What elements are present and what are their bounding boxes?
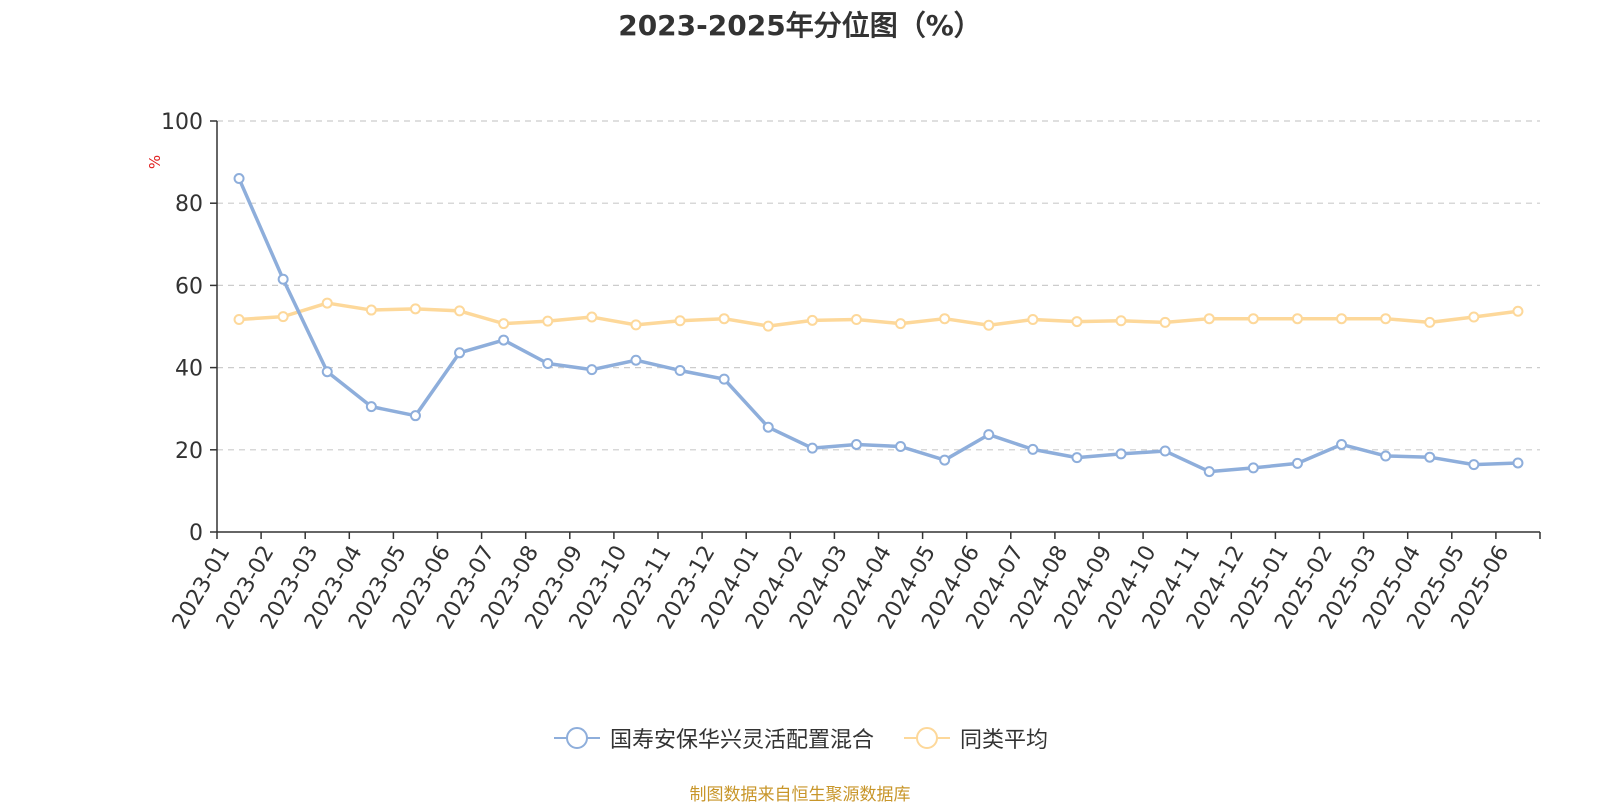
data-point[interactable] <box>762 320 774 332</box>
data-point[interactable] <box>1071 316 1083 328</box>
data-point[interactable] <box>1203 466 1215 478</box>
grid-lines <box>217 120 1540 451</box>
data-point[interactable] <box>586 311 598 323</box>
data-point[interactable] <box>542 357 554 369</box>
y-tick-label: 80 <box>175 192 203 217</box>
y-tick-label: 60 <box>175 274 203 299</box>
data-point[interactable] <box>586 364 598 376</box>
data-point[interactable] <box>806 314 818 326</box>
data-point[interactable] <box>850 438 862 450</box>
data-point[interactable] <box>630 354 642 366</box>
legend-fund-marker-icon <box>553 727 600 749</box>
data-point[interactable] <box>939 313 951 325</box>
data-point[interactable] <box>630 319 642 331</box>
data-point[interactable] <box>498 334 510 346</box>
legend-fund-label: 国寿安保华兴灵活配置混合 <box>609 728 874 753</box>
data-point[interactable] <box>321 297 333 309</box>
data-point[interactable] <box>718 313 730 325</box>
data-point[interactable] <box>983 429 995 441</box>
data-point[interactable] <box>1336 313 1348 325</box>
data-point[interactable] <box>365 401 377 413</box>
data-point[interactable] <box>233 173 245 185</box>
data-point[interactable] <box>277 273 289 285</box>
y-axis-unit-label: % <box>146 155 164 169</box>
y-tick-label: 20 <box>175 439 203 464</box>
data-point[interactable] <box>542 315 554 327</box>
data-point[interactable] <box>1380 450 1392 462</box>
chart-title: 2023-2025年分位图（%） <box>618 9 982 42</box>
series-line-0 <box>237 177 1519 474</box>
legend: 国寿安保华兴灵活配置混合 同类平均 <box>0 722 1600 754</box>
data-point[interactable] <box>718 373 730 385</box>
data-point[interactable] <box>365 304 377 316</box>
data-point[interactable] <box>1468 459 1480 471</box>
data-point[interactable] <box>454 305 466 317</box>
legend-item-fund[interactable]: 国寿安保华兴灵活配置混合 <box>552 722 874 754</box>
data-point[interactable] <box>1159 316 1171 328</box>
data-point[interactable] <box>983 319 995 331</box>
data-point[interactable] <box>1424 451 1436 463</box>
data-point[interactable] <box>454 347 466 359</box>
source-note: 制图数据来自恒生聚源数据库 <box>689 785 911 805</box>
data-point[interactable] <box>806 442 818 454</box>
data-point[interactable] <box>1247 462 1259 474</box>
data-point[interactable] <box>895 441 907 453</box>
data-point[interactable] <box>1247 313 1259 325</box>
data-point[interactable] <box>1424 316 1436 328</box>
y-tick-label: 0 <box>189 521 203 546</box>
data-point[interactable] <box>1291 457 1303 469</box>
data-point[interactable] <box>409 410 421 422</box>
data-point[interactable] <box>674 315 686 327</box>
data-point[interactable] <box>233 314 245 326</box>
legend-item-category-average[interactable]: 同类平均 <box>902 722 1048 754</box>
data-point[interactable] <box>1512 305 1524 317</box>
data-point[interactable] <box>1512 457 1524 469</box>
legend-average-marker-icon <box>904 727 950 749</box>
data-point[interactable] <box>1159 445 1171 457</box>
data-point[interactable] <box>409 303 421 315</box>
axes: 0204060801002023-012023-022023-032023-04… <box>161 110 1541 634</box>
series-layer <box>233 173 1524 478</box>
data-point[interactable] <box>1380 313 1392 325</box>
data-point[interactable] <box>1291 313 1303 325</box>
data-point[interactable] <box>1203 313 1215 325</box>
data-point[interactable] <box>498 318 510 330</box>
data-point[interactable] <box>1071 452 1083 464</box>
y-tick-label: 100 <box>161 110 203 135</box>
data-point[interactable] <box>1115 315 1127 327</box>
data-point[interactable] <box>1468 311 1480 323</box>
data-point[interactable] <box>895 318 907 330</box>
y-tick-label: 40 <box>175 357 203 382</box>
data-point[interactable] <box>1115 448 1127 460</box>
data-point[interactable] <box>674 364 686 376</box>
data-point[interactable] <box>850 314 862 326</box>
data-point[interactable] <box>321 366 333 378</box>
data-point[interactable] <box>1027 443 1039 455</box>
legend-average-label: 同类平均 <box>960 728 1049 753</box>
data-point[interactable] <box>1336 438 1348 450</box>
data-point[interactable] <box>939 454 951 466</box>
series-line-1 <box>238 301 1519 328</box>
data-point[interactable] <box>762 421 774 433</box>
data-point[interactable] <box>277 311 289 323</box>
data-point[interactable] <box>1027 314 1039 326</box>
